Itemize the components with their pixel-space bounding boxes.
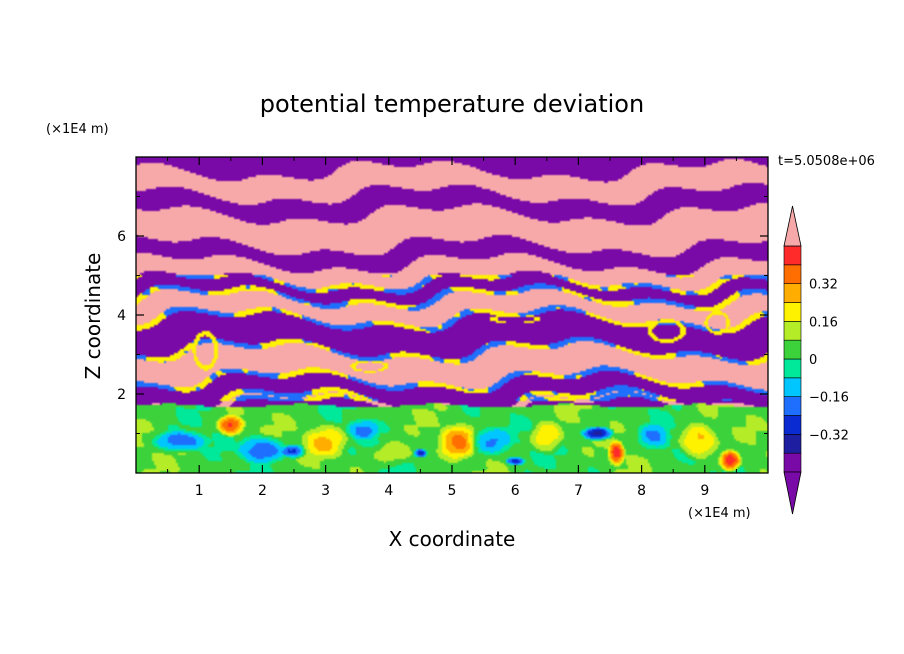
colorbar-under-triangle xyxy=(783,471,802,515)
colorbar-bin xyxy=(783,377,802,397)
y-tick-label: 2 xyxy=(117,387,126,403)
colorbar-bin xyxy=(783,415,802,435)
x-axis-label: X coordinate xyxy=(389,527,516,551)
x-tick-label: 3 xyxy=(321,483,330,499)
x-tick-label: 6 xyxy=(511,483,520,499)
chart-title: potential temperature deviation xyxy=(260,90,644,118)
y-tick-label: 6 xyxy=(117,229,126,245)
colorbar-bin xyxy=(783,302,802,322)
y-axis-label: Z coordinate xyxy=(81,253,105,380)
colorbar-tick-label: 0.16 xyxy=(809,315,838,330)
colorbar-tick-label: 0 xyxy=(809,353,817,368)
colorbar-bin xyxy=(783,339,802,360)
colorbar-bin xyxy=(783,321,802,341)
colorbar-tick-label: −0.32 xyxy=(809,428,849,443)
colorbar-over-triangle xyxy=(783,205,802,247)
colorbar-labels: 0.32 0.16 0 −0.16 −0.32 xyxy=(809,278,849,444)
contour-field xyxy=(136,157,768,473)
colorbar-bin xyxy=(783,358,802,379)
colorbar-bin xyxy=(783,434,802,454)
x-tick-label: 7 xyxy=(574,483,583,499)
x-tick-label: 9 xyxy=(700,483,709,499)
time-annotation: t=5.0508e+06 xyxy=(778,154,875,169)
colorbar-tick-label: −0.16 xyxy=(809,391,849,406)
colorbar-bin xyxy=(783,452,802,473)
x-tick-label: 4 xyxy=(384,483,393,499)
colorbar-tick-label: 0.32 xyxy=(809,278,838,293)
x-tick-label: 5 xyxy=(448,483,457,499)
y-tick-label: 4 xyxy=(117,308,126,324)
y-axis: 2 4 6 xyxy=(117,196,768,434)
colorbar-bin xyxy=(783,264,802,284)
x-tick-label: 8 xyxy=(637,483,646,499)
colorbar-bin xyxy=(783,245,802,266)
x-axis: 1 2 3 4 5 6 7 8 9 xyxy=(167,157,737,499)
x-tick-label: 2 xyxy=(258,483,267,499)
y-axis-unit: (×1E4 m) xyxy=(46,122,109,137)
contour-plot xyxy=(135,156,769,474)
colorbar-bin xyxy=(783,283,802,303)
x-axis-unit: (×1E4 m) xyxy=(688,506,751,521)
colorbar-bin xyxy=(783,396,802,416)
colorbar xyxy=(783,205,802,515)
x-tick-label: 1 xyxy=(195,483,204,499)
